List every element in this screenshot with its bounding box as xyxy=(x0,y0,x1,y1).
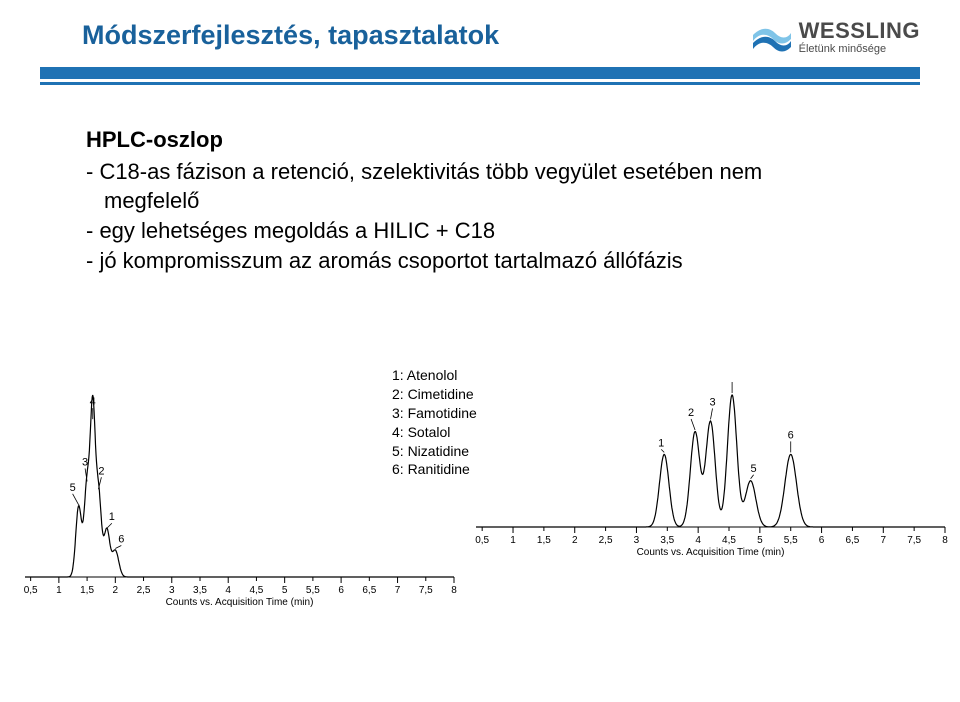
svg-text:0,5: 0,5 xyxy=(475,535,489,546)
svg-text:2: 2 xyxy=(572,535,578,546)
svg-text:2,5: 2,5 xyxy=(137,585,151,596)
logo-text-block: WESSLING Életünk minősége xyxy=(799,20,920,55)
svg-text:1: 1 xyxy=(510,535,516,546)
svg-text:4: 4 xyxy=(90,396,96,408)
svg-text:5: 5 xyxy=(757,535,763,546)
svg-text:1,5: 1,5 xyxy=(537,535,551,546)
body-line: - jó kompromisszum az aromás csoportot t… xyxy=(86,246,920,276)
svg-text:5: 5 xyxy=(282,585,288,596)
slide-title: Módszerfejlesztés, tapasztalatok xyxy=(40,20,499,51)
svg-text:3,5: 3,5 xyxy=(660,535,674,546)
svg-text:0,5: 0,5 xyxy=(24,585,38,596)
svg-text:6: 6 xyxy=(819,535,825,546)
svg-text:7,5: 7,5 xyxy=(907,535,921,546)
svg-text:Counts vs. Acquisition Time (m: Counts vs. Acquisition Time (min) xyxy=(166,597,314,608)
svg-text:7: 7 xyxy=(881,535,887,546)
svg-text:3: 3 xyxy=(82,456,88,468)
svg-text:7: 7 xyxy=(395,585,401,596)
svg-text:6,5: 6,5 xyxy=(845,535,859,546)
svg-text:5: 5 xyxy=(751,463,757,475)
svg-text:4,5: 4,5 xyxy=(249,585,263,596)
svg-text:1: 1 xyxy=(658,437,664,449)
slide: Módszerfejlesztés, tapasztalatok WESSLIN… xyxy=(0,0,960,702)
svg-text:1,5: 1,5 xyxy=(80,585,94,596)
svg-text:1: 1 xyxy=(56,585,62,596)
svg-text:2,5: 2,5 xyxy=(599,535,613,546)
logo-wave-icon xyxy=(751,23,791,53)
svg-text:1: 1 xyxy=(109,511,115,523)
svg-text:6: 6 xyxy=(118,534,124,546)
header: Módszerfejlesztés, tapasztalatok WESSLIN… xyxy=(40,20,920,55)
body-line: - egy lehetséges megoldás a HILIC + C18 xyxy=(86,216,920,246)
svg-text:6,5: 6,5 xyxy=(362,585,376,596)
svg-text:4: 4 xyxy=(729,381,735,382)
svg-text:8: 8 xyxy=(451,585,457,596)
svg-text:3: 3 xyxy=(169,585,175,596)
svg-text:2: 2 xyxy=(98,465,104,477)
svg-text:2: 2 xyxy=(113,585,119,596)
svg-text:6: 6 xyxy=(338,585,344,596)
svg-text:2: 2 xyxy=(688,407,694,419)
chromatogram-right: 0,5 1 1,5 2 2,5 3 3,5 4 4,5 5 5,5 6 6,5 7 7,5 8 Counts v… xyxy=(466,381,951,561)
logo: WESSLING Életünk minősége xyxy=(751,20,920,55)
svg-text:4: 4 xyxy=(225,585,231,596)
body-line: - C18-as fázison a retenció, szelektivit… xyxy=(86,157,920,187)
svg-text:3: 3 xyxy=(709,396,715,408)
svg-text:5,5: 5,5 xyxy=(784,535,798,546)
svg-text:8: 8 xyxy=(942,535,948,546)
svg-text:3,5: 3,5 xyxy=(193,585,207,596)
svg-text:4: 4 xyxy=(695,535,701,546)
logo-name: WESSLING xyxy=(799,20,920,42)
svg-text:4,5: 4,5 xyxy=(722,535,736,546)
logo-tagline: Életünk minősége xyxy=(799,44,920,55)
header-band xyxy=(40,67,920,85)
body-text: HPLC-oszlop - C18-as fázison a retenció,… xyxy=(40,85,920,275)
svg-text:5: 5 xyxy=(70,482,76,494)
svg-text:7,5: 7,5 xyxy=(419,585,433,596)
chromatogram-left: 0,5 1 1,5 2 2,5 3 3,5 4 4,5 5 5,5 6 6,5 7 7,5 8 Counts v… xyxy=(15,381,460,611)
body-line: megfelelő xyxy=(86,186,920,216)
svg-text:Counts vs. Acquisition Time (m: Counts vs. Acquisition Time (min) xyxy=(637,547,785,558)
svg-text:6: 6 xyxy=(788,429,794,441)
body-heading: HPLC-oszlop xyxy=(86,125,920,155)
svg-text:3: 3 xyxy=(634,535,640,546)
svg-text:5,5: 5,5 xyxy=(306,585,320,596)
